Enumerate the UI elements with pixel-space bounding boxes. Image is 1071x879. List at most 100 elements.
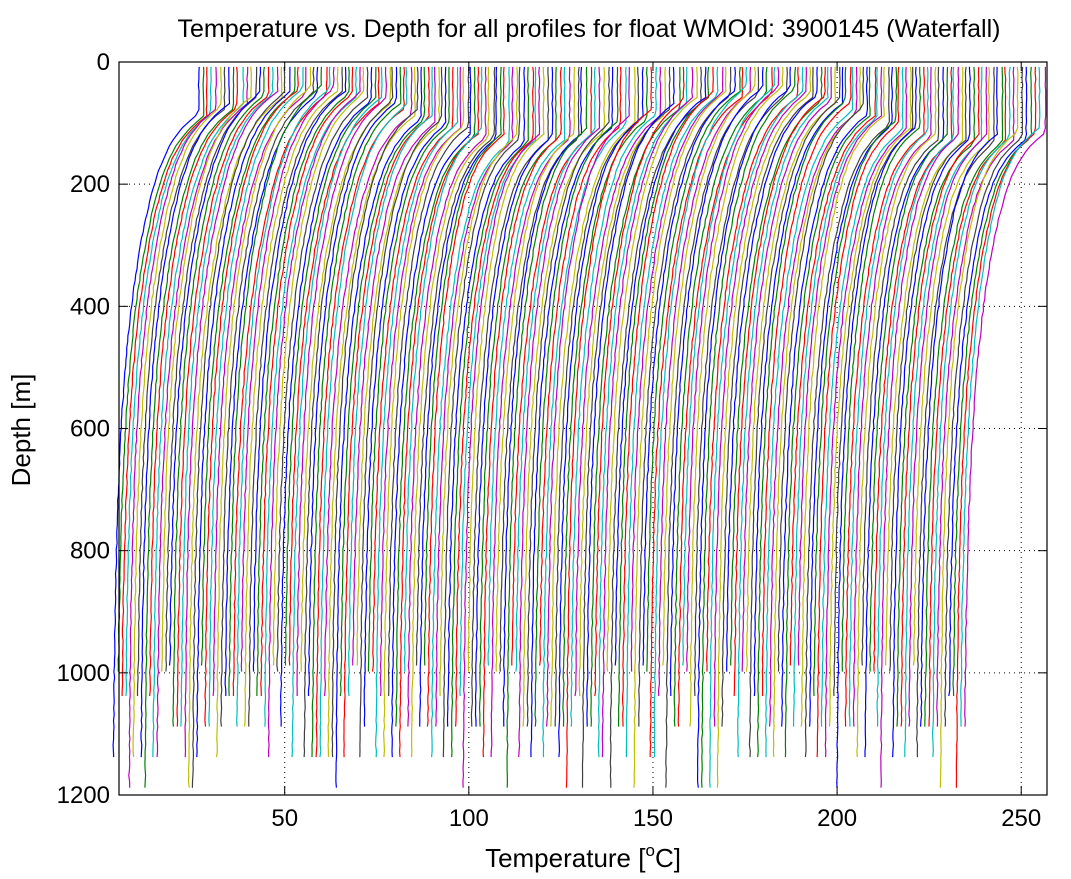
- profile-line: [633, 66, 727, 788]
- profile-line: [499, 66, 580, 672]
- profile-line: [136, 66, 226, 696]
- profile-line: [530, 66, 614, 758]
- profile-line: [713, 66, 808, 727]
- profile-line: [180, 66, 274, 727]
- profile-line: [474, 66, 554, 727]
- x-axis-title-tail: C]: [655, 843, 681, 873]
- profile-line: [784, 66, 871, 758]
- profile-line: [442, 66, 521, 758]
- profile-line: [415, 66, 496, 666]
- profile-line: [244, 66, 339, 727]
- profile-line: [539, 66, 622, 666]
- profile-line: [284, 66, 377, 666]
- profile-line: [176, 66, 270, 727]
- profile-line: [323, 66, 413, 697]
- profile-line: [944, 66, 1024, 727]
- x-axis-title: Temperature [oC]: [485, 841, 681, 873]
- profile-line: [861, 66, 940, 666]
- profile-line: [964, 66, 1047, 727]
- profile-line: [885, 66, 964, 666]
- profile-line: [331, 66, 419, 758]
- profile-line: [327, 66, 417, 758]
- profile-line: [272, 66, 365, 666]
- profile-line: [511, 66, 593, 666]
- profile-line: [371, 66, 454, 672]
- profile-line: [689, 66, 784, 727]
- profile-line: [673, 66, 768, 727]
- profile-line: [669, 66, 764, 696]
- y-tick-label: 1200: [57, 782, 110, 809]
- profile-line: [335, 66, 423, 788]
- profile-line: [764, 66, 854, 758]
- profile-line: [848, 66, 929, 727]
- profile-line: [753, 66, 844, 697]
- profile-line: [446, 66, 526, 727]
- profile-line: [649, 66, 744, 758]
- profile-line: [435, 66, 514, 727]
- profile-line: [117, 66, 205, 672]
- profile-line: [844, 66, 926, 727]
- profile-line: [459, 66, 537, 697]
- profile-line: [578, 66, 667, 697]
- profile-line: [665, 66, 760, 788]
- profile-line: [228, 66, 322, 697]
- profile-line: [900, 66, 980, 727]
- x-tick-label: 150: [633, 805, 673, 832]
- profile-line: [140, 66, 231, 758]
- x-axis-title-main: Temperature [: [485, 843, 646, 873]
- profile-line: [291, 66, 383, 758]
- profile-line: [128, 66, 217, 788]
- profile-line: [156, 66, 249, 758]
- profile-line: [208, 66, 304, 727]
- profile-line: [149, 66, 239, 697]
- profile-line: [955, 66, 1037, 788]
- profile-line: [726, 66, 818, 672]
- profile-line: [240, 66, 335, 672]
- profile-line: [359, 66, 443, 758]
- profile-line: [319, 66, 408, 758]
- profile-line: [398, 66, 480, 758]
- profile-line: [168, 66, 262, 666]
- profile-line: [367, 66, 450, 672]
- y-tick-label: 400: [70, 293, 110, 320]
- profile-line: [816, 66, 900, 758]
- profile-line: [462, 66, 541, 788]
- profile-line: [387, 66, 470, 697]
- profile-line: [248, 66, 343, 727]
- profile-line: [912, 66, 991, 666]
- plot-area: [112, 66, 1047, 788]
- y-axis-title: Depth [m]: [6, 374, 36, 487]
- y-tick-label: 200: [70, 171, 110, 198]
- profile-line: [347, 66, 433, 697]
- profile-line: [382, 66, 465, 758]
- x-tick-label: 50: [271, 805, 298, 832]
- x-axis-title-superscript: o: [645, 841, 654, 860]
- profile-line: [809, 66, 893, 727]
- profile-line: [264, 66, 358, 727]
- profile-line: [833, 66, 914, 697]
- profile-line: [781, 66, 869, 727]
- profile-line: [288, 66, 380, 666]
- profile-line: [606, 66, 699, 672]
- profile-line: [657, 66, 752, 697]
- profile-line: [522, 66, 606, 727]
- profile-line: [928, 66, 1007, 727]
- profile-line: [495, 66, 576, 672]
- profile-line: [709, 66, 804, 788]
- profile-line: [224, 66, 319, 696]
- profile-line: [653, 66, 748, 758]
- profile-line: [279, 66, 373, 727]
- profile-line: [804, 66, 890, 758]
- x-tick-label: 200: [817, 805, 857, 832]
- profile-line: [112, 66, 200, 758]
- profile-line: [216, 66, 312, 758]
- profile-line: [490, 66, 571, 758]
- profile-line: [800, 66, 885, 727]
- x-tick-label: 100: [449, 805, 489, 832]
- profile-line: [200, 66, 296, 666]
- profile-line: [769, 66, 858, 727]
- profile-line: [125, 66, 212, 697]
- profile-line: [487, 66, 566, 666]
- profile-line: [315, 66, 406, 758]
- profile-line: [737, 66, 829, 758]
